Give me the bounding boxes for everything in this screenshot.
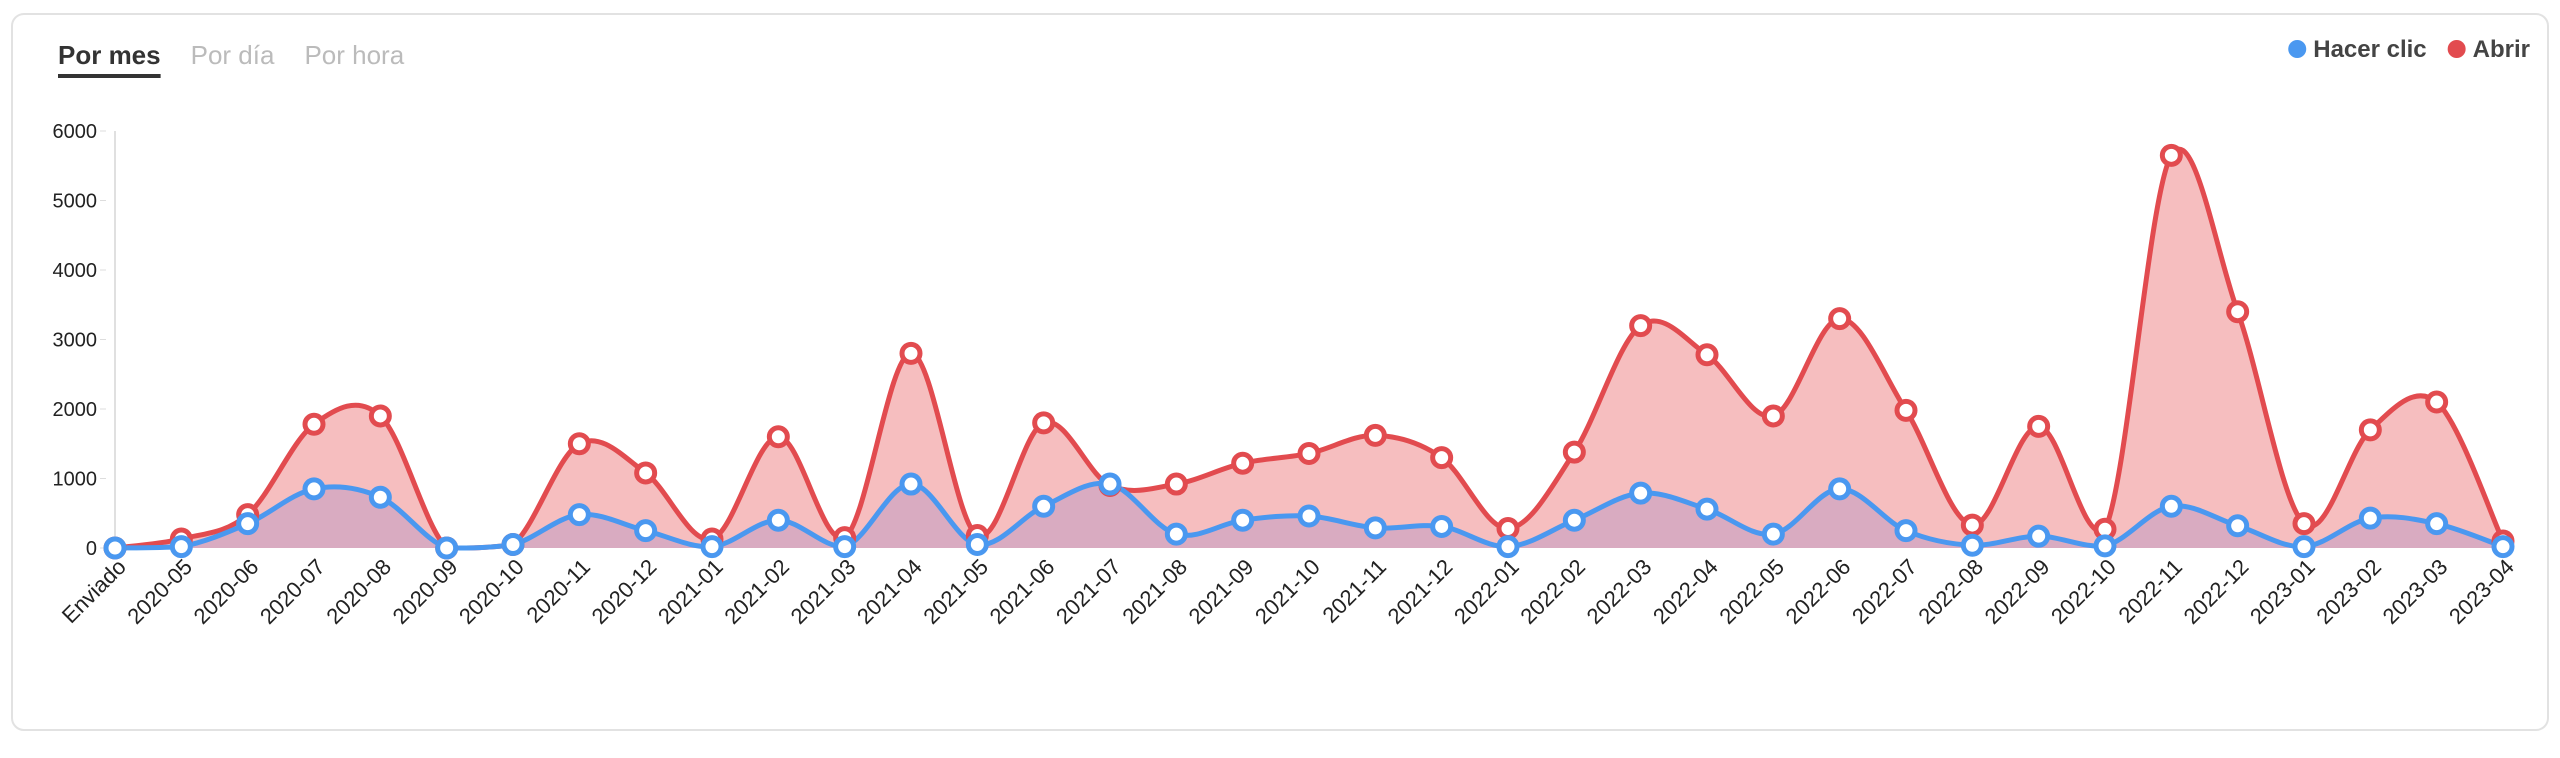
data-point <box>2159 494 2183 518</box>
data-point <box>2093 534 2117 558</box>
data-point <box>302 412 326 436</box>
y-tick-label: 3000 <box>53 330 98 352</box>
y-tick-label: 5000 <box>53 191 98 213</box>
data-point <box>2226 300 2250 324</box>
data-point <box>1960 533 1984 557</box>
legend-label[interactable]: Hacer clic <box>2313 36 2426 63</box>
data-point <box>2027 414 2051 438</box>
data-point <box>2027 524 2051 548</box>
data-point <box>1629 481 1653 505</box>
y-tick-label: 0 <box>86 538 97 560</box>
data-point <box>1761 522 1785 546</box>
data-point <box>236 512 260 536</box>
data-point <box>1562 440 1586 464</box>
data-point <box>965 533 989 557</box>
data-point <box>435 536 459 560</box>
data-point <box>368 404 392 428</box>
data-point <box>1828 307 1852 331</box>
data-point <box>1828 477 1852 501</box>
data-point <box>1496 517 1520 541</box>
legend-swatch <box>2447 40 2466 58</box>
data-point <box>302 477 326 501</box>
data-point <box>1894 398 1918 422</box>
data-point <box>899 341 923 365</box>
data-point <box>567 432 591 456</box>
data-point <box>2292 512 2316 536</box>
data-point <box>1363 516 1387 540</box>
area-fill <box>115 149 2503 549</box>
data-point <box>103 536 127 560</box>
legend-swatch <box>2288 40 2307 58</box>
card-border <box>11 13 2549 731</box>
data-point <box>2292 535 2316 559</box>
legend-label[interactable]: Abrir <box>2473 36 2530 63</box>
tabs: Por mes Por día Por hora <box>58 40 405 78</box>
tab[interactable]: Por mes <box>58 40 161 70</box>
data-point <box>1496 535 1520 559</box>
data-point <box>2358 418 2382 442</box>
data-point <box>2491 535 2515 559</box>
data-point <box>1960 513 1984 537</box>
y-tick-label: 2000 <box>53 399 98 421</box>
data-point <box>1231 451 1255 475</box>
data-point <box>766 508 790 532</box>
data-point <box>1894 519 1918 543</box>
data-point <box>501 533 525 557</box>
data-point <box>1164 472 1188 496</box>
data-point <box>1562 508 1586 532</box>
tab[interactable]: Por día <box>191 40 275 70</box>
data-point <box>1098 472 1122 496</box>
data-point <box>567 503 591 527</box>
data-point <box>1164 522 1188 546</box>
data-point <box>2226 514 2250 538</box>
data-point <box>1032 411 1056 435</box>
data-point <box>2425 390 2449 414</box>
data-point <box>169 535 193 559</box>
tab[interactable]: Por hora <box>304 40 404 70</box>
data-point <box>1297 441 1321 465</box>
data-point <box>1363 423 1387 447</box>
data-point <box>2425 512 2449 536</box>
data-point <box>1430 514 1454 538</box>
y-tick-label: 6000 <box>53 121 98 143</box>
data-point <box>1629 314 1653 338</box>
data-point <box>700 535 724 559</box>
y-tick-label: 4000 <box>53 260 98 282</box>
tab-underline <box>58 74 161 78</box>
data-point <box>766 425 790 449</box>
data-point <box>899 472 923 496</box>
y-tick-label: 1000 <box>53 469 98 491</box>
data-point <box>1231 508 1255 532</box>
data-point <box>634 519 658 543</box>
data-point <box>2358 506 2382 530</box>
data-point <box>2159 143 2183 167</box>
data-point <box>634 461 658 485</box>
data-point <box>833 535 857 559</box>
data-point <box>1695 343 1719 367</box>
data-point <box>1761 404 1785 428</box>
data-point <box>1695 497 1719 521</box>
data-point <box>1032 494 1056 518</box>
legend: Abrir Hacer clic <box>2288 36 2530 63</box>
data-point <box>1430 446 1454 470</box>
data-point <box>1297 504 1321 528</box>
data-point <box>368 485 392 509</box>
